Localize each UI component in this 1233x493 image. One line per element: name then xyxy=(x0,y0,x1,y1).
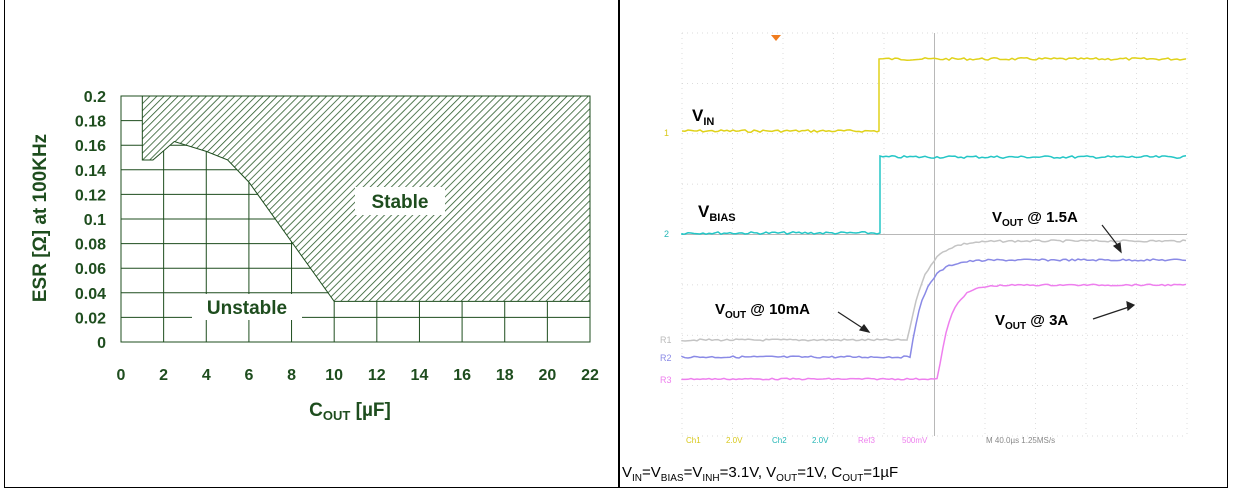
vout-1-5a-label: VOUT @ 1.5A xyxy=(992,209,1078,229)
stable-label: Stable xyxy=(371,192,428,213)
y-tick-label: 0.1 xyxy=(84,212,106,229)
x-tick-label: 22 xyxy=(581,367,599,384)
x-tick-label: 20 xyxy=(538,367,556,384)
y-tick-label: 0.18 xyxy=(75,114,106,131)
vbias-label: VBIAS xyxy=(698,202,736,224)
x-tick-label: 6 xyxy=(244,367,253,384)
x-tick-label: 0 xyxy=(117,367,126,384)
esr-stability-chart: 00.020.040.060.080.10.120.140.160.180.2 … xyxy=(30,89,599,423)
stable-label-bg xyxy=(355,187,445,215)
stability-chart-panel: 0 0.02 0.04 0.06 0.08 0.1 0.12 0.14 0.16 0.18 0.2 … xyxy=(5,0,618,488)
vin-label: VIN xyxy=(692,106,714,128)
unstable-label: Unstable xyxy=(207,298,287,319)
vout-3a-label: VOUT @ 3A xyxy=(995,312,1068,332)
status-ref3-scale: 500mV xyxy=(902,436,928,445)
panel-divider xyxy=(618,0,620,488)
test-conditions-caption: VIN=VBIAS=VINH=3.1V, VOUT=1V, COUT=1µF xyxy=(622,464,899,484)
x-tick-label: 14 xyxy=(411,367,429,384)
r3-marker: R3 xyxy=(660,375,672,385)
r1-marker: R1 xyxy=(660,335,672,345)
y-tick-label: 0.06 xyxy=(75,261,106,278)
r2-marker: R2 xyxy=(660,353,672,363)
y-tick-label: 0 xyxy=(97,335,106,352)
arrow-vout-1-5a xyxy=(1101,224,1122,254)
y-tick-label: 0.12 xyxy=(75,187,106,204)
arrow-vout-3a xyxy=(1092,301,1136,320)
vout-10ma-label: VOUT @ 10mA xyxy=(715,301,810,321)
unstable-label-bg xyxy=(192,294,302,320)
y-tick-label: 0.08 xyxy=(75,237,106,254)
status-timebase: M 40.0µs 1.25MS/s xyxy=(986,436,1055,445)
x-tick-label: 12 xyxy=(368,367,386,384)
y-tick-label: 0.2 xyxy=(84,89,106,106)
x-tick-label: 4 xyxy=(202,367,211,384)
status-ch2-scale: 2.0V xyxy=(812,436,829,445)
y-tick-label: 0.04 xyxy=(75,286,106,303)
oscilloscope-screen: 1 2 R1 R2 R3 VIN VBIAS VOUT @ 1.5A VOUT … xyxy=(660,30,1188,445)
status-ref3: Ref3 xyxy=(858,436,875,445)
y-tick-label: 0.02 xyxy=(75,310,106,327)
x-tick-label: 16 xyxy=(453,367,471,384)
ch1-marker: 1 xyxy=(664,128,669,138)
arrow-vout-10ma xyxy=(837,311,871,333)
vbias-trace xyxy=(681,154,1187,236)
status-ch1: Ch1 xyxy=(686,436,701,445)
y-tick-label: 0.14 xyxy=(75,163,106,180)
y-tick-label: 0.16 xyxy=(75,138,106,155)
trigger-marker-icon xyxy=(771,35,781,41)
vin-trace xyxy=(681,56,1187,134)
scope-capture-panel: 1 2 R1 R2 R3 VIN VBIAS VOUT @ 1.5A VOUT … xyxy=(620,0,1227,488)
status-ch1-scale: 2.0V xyxy=(726,436,743,445)
x-tick-label: 10 xyxy=(325,367,343,384)
vout-1-5a-trace xyxy=(681,258,1187,359)
x-axis-label: COUT [µF] xyxy=(309,400,391,423)
status-ch2: Ch2 xyxy=(772,436,787,445)
x-tick-label: 18 xyxy=(496,367,514,384)
x-tick-label: 8 xyxy=(287,367,296,384)
scope-status-bar: Ch1 2.0V Ch2 2.0V Ref3 500mV M 40.0µs 1.… xyxy=(686,436,1055,445)
vout-10ma-trace xyxy=(681,239,1187,342)
y-tick-labels: 0 0.02 0.04 0.06 0.08 0.1 0.12 0.14 0.16 0.18 0.2 xyxy=(75,89,106,352)
y-axis-label: ESR [Ω] at 100KHz xyxy=(30,134,51,302)
x-tick-labels: 0 2 4 6 8 10 12 14 16 18 20 22 xyxy=(117,367,599,384)
x-tick-label: 2 xyxy=(159,367,168,384)
ch2-marker: 2 xyxy=(664,229,669,239)
vout-3a-trace xyxy=(681,283,1187,381)
